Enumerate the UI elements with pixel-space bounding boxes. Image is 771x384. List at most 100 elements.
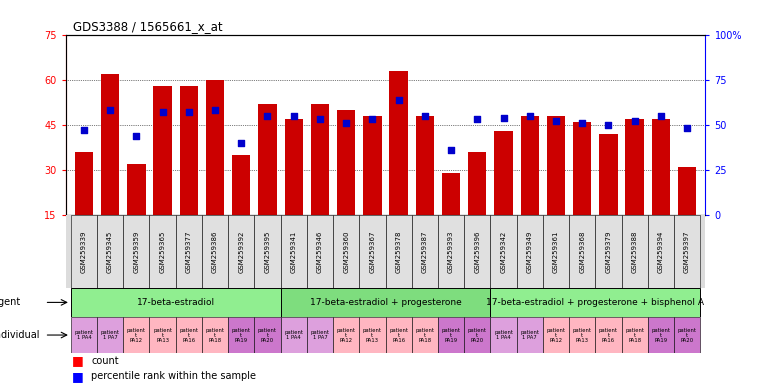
Bar xyxy=(75,152,93,215)
Bar xyxy=(595,317,621,353)
Bar xyxy=(621,215,648,288)
Text: patient
t
PA13: patient t PA13 xyxy=(363,328,382,343)
Text: patient
t
PA19: patient t PA19 xyxy=(442,328,460,343)
Text: patient
t
PA16: patient t PA16 xyxy=(180,328,198,343)
Bar xyxy=(386,215,412,288)
Bar xyxy=(517,215,543,288)
Point xyxy=(497,114,510,121)
Point xyxy=(602,122,614,128)
Bar xyxy=(123,215,150,288)
Bar xyxy=(281,317,307,353)
Point xyxy=(78,127,90,133)
Bar xyxy=(71,288,281,317)
Point xyxy=(130,132,143,139)
Bar xyxy=(595,215,621,288)
Bar xyxy=(228,215,254,288)
Point xyxy=(628,118,641,124)
Bar xyxy=(66,215,705,288)
Bar xyxy=(254,317,281,353)
Text: ■: ■ xyxy=(72,354,84,367)
Text: patient
t
PA18: patient t PA18 xyxy=(206,328,224,343)
Text: GSM259339: GSM259339 xyxy=(81,230,87,273)
Bar xyxy=(490,317,517,353)
Bar xyxy=(71,215,97,288)
Bar xyxy=(517,317,543,353)
Text: patient
1 PA7: patient 1 PA7 xyxy=(520,330,539,340)
Text: GSM259394: GSM259394 xyxy=(658,230,664,273)
Text: patient
t
PA13: patient t PA13 xyxy=(573,328,591,343)
Bar xyxy=(202,215,228,288)
Text: GSM259349: GSM259349 xyxy=(527,230,533,273)
Bar xyxy=(621,317,648,353)
Text: 17-beta-estradiol: 17-beta-estradiol xyxy=(136,298,215,307)
Bar xyxy=(150,317,176,353)
Bar xyxy=(337,110,355,215)
Bar xyxy=(490,215,517,288)
Point xyxy=(340,120,352,126)
Bar xyxy=(176,215,202,288)
Point xyxy=(157,109,169,115)
Text: agent: agent xyxy=(0,297,20,308)
Text: count: count xyxy=(91,356,119,366)
Text: GSM259345: GSM259345 xyxy=(107,230,113,273)
Text: GSM259397: GSM259397 xyxy=(684,230,690,273)
Text: ■: ■ xyxy=(72,370,84,383)
Bar xyxy=(359,317,386,353)
Text: GSM259377: GSM259377 xyxy=(186,230,192,273)
Bar xyxy=(599,134,618,215)
Text: patient
t
PA18: patient t PA18 xyxy=(416,328,434,343)
Text: GSM259342: GSM259342 xyxy=(500,230,507,273)
Point xyxy=(550,118,562,124)
Bar xyxy=(206,80,224,215)
Bar xyxy=(438,215,464,288)
Bar xyxy=(311,104,329,215)
Text: GSM259393: GSM259393 xyxy=(448,230,454,273)
Point xyxy=(235,140,247,146)
Point xyxy=(392,96,405,103)
Bar xyxy=(442,173,460,215)
Bar xyxy=(127,164,146,215)
Bar xyxy=(569,317,595,353)
Text: percentile rank within the sample: percentile rank within the sample xyxy=(91,371,256,381)
Bar xyxy=(180,86,198,215)
Bar xyxy=(543,317,569,353)
Bar xyxy=(520,116,539,215)
Point xyxy=(366,116,379,122)
Bar xyxy=(307,317,333,353)
Text: patient
t
PA12: patient t PA12 xyxy=(547,328,565,343)
Point xyxy=(576,120,588,126)
Bar xyxy=(464,215,490,288)
Bar xyxy=(648,215,674,288)
Text: GSM259387: GSM259387 xyxy=(422,230,428,273)
Point xyxy=(183,109,195,115)
Text: patient
1 PA7: patient 1 PA7 xyxy=(311,330,329,340)
Text: GSM259365: GSM259365 xyxy=(160,230,166,273)
Bar xyxy=(543,215,569,288)
Text: GSM259360: GSM259360 xyxy=(343,230,349,273)
Bar xyxy=(359,215,386,288)
Bar xyxy=(228,317,254,353)
Point xyxy=(314,116,326,122)
Bar xyxy=(333,317,359,353)
Bar xyxy=(153,86,172,215)
Bar xyxy=(150,215,176,288)
Bar xyxy=(101,74,120,215)
Point xyxy=(681,125,693,131)
Bar xyxy=(438,317,464,353)
Text: patient
t
PA20: patient t PA20 xyxy=(258,328,277,343)
Bar xyxy=(468,152,487,215)
Text: GSM259378: GSM259378 xyxy=(396,230,402,273)
Point xyxy=(261,113,274,119)
Bar xyxy=(97,215,123,288)
Text: patient
t
PA19: patient t PA19 xyxy=(651,328,670,343)
Bar xyxy=(569,215,595,288)
Text: individual: individual xyxy=(0,330,39,340)
Text: GSM259379: GSM259379 xyxy=(605,230,611,273)
Bar xyxy=(232,155,251,215)
Text: GSM259367: GSM259367 xyxy=(369,230,375,273)
Bar xyxy=(412,317,438,353)
Text: GSM259396: GSM259396 xyxy=(474,230,480,273)
Text: GSM259361: GSM259361 xyxy=(553,230,559,273)
Bar xyxy=(416,116,434,215)
Text: patient
t
PA12: patient t PA12 xyxy=(337,328,355,343)
